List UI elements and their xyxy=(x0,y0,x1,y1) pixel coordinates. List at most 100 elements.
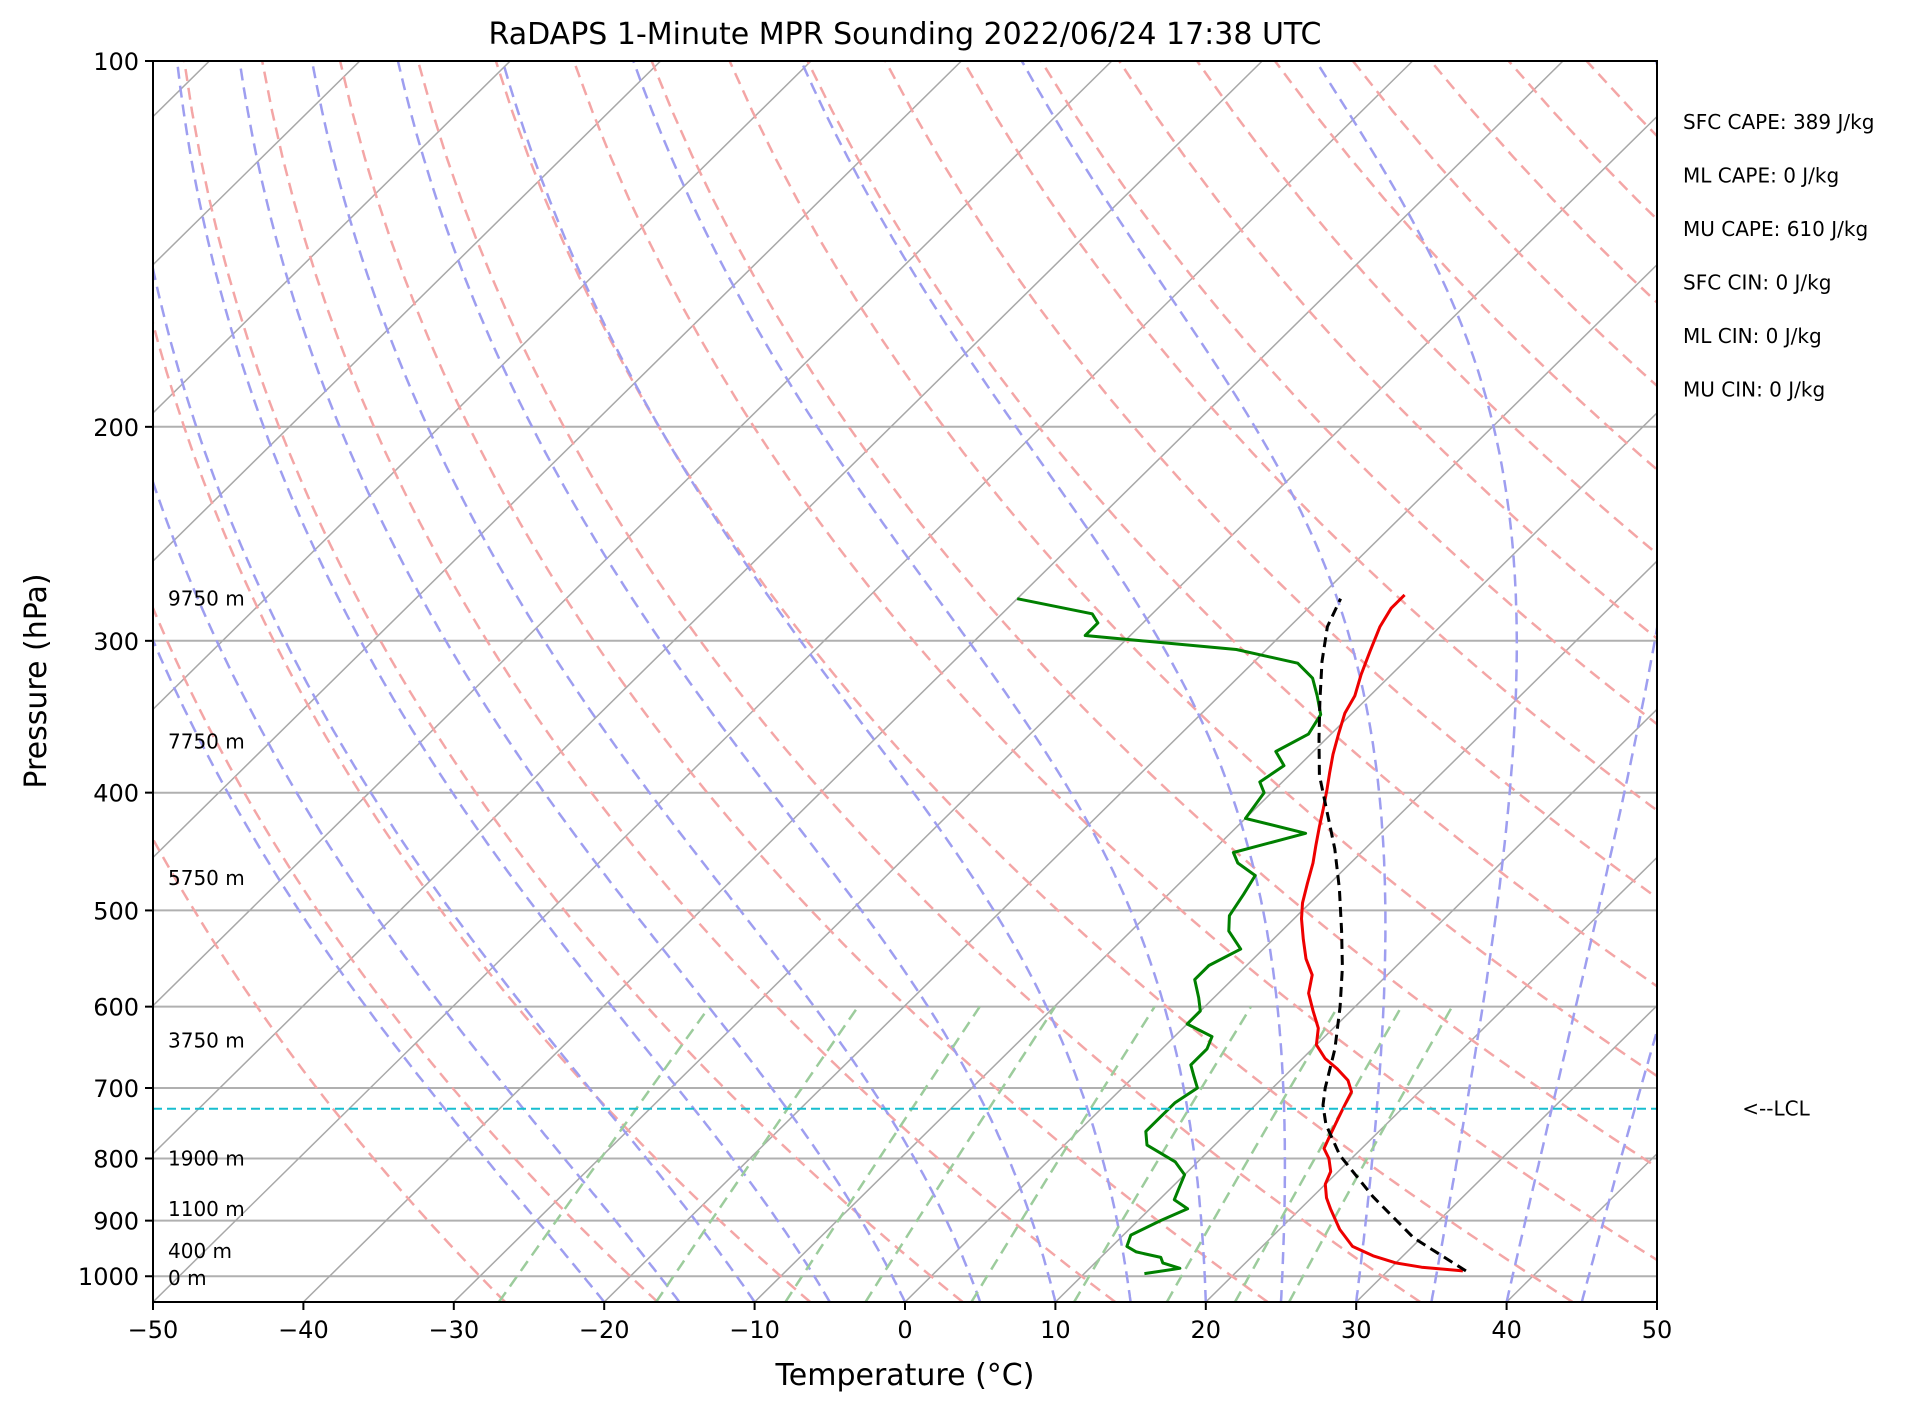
x-axis-label: Temperature (°C) xyxy=(775,1358,1035,1393)
moist-adiabat xyxy=(175,61,831,1302)
indices-panel: SFC CAPE: 389 J/kg ML CAPE: 0 J/kg MU CAPE… xyxy=(1683,110,1874,402)
x-tick-label: −30 xyxy=(428,1316,479,1344)
dewpoint-line xyxy=(1016,597,1323,1276)
y-tick-label: 800 xyxy=(93,1145,139,1173)
mixing-ratio-line xyxy=(1287,1005,1454,1302)
index-text: ML CAPE: 0 J/kg xyxy=(1683,164,1839,188)
isotherm-line xyxy=(153,61,511,414)
isotherm-line xyxy=(153,61,962,859)
isotherm-line xyxy=(153,61,1414,1302)
lcl-layer: <--LCL xyxy=(153,1097,1811,1121)
index-text: MU CAPE: 610 J/kg xyxy=(1683,217,1868,241)
mixing-ratio-line xyxy=(497,1005,711,1302)
height-label: 1900 m xyxy=(168,1147,245,1171)
mixing-ratio-line xyxy=(970,1005,1156,1302)
isotherm-line xyxy=(453,115,1657,1302)
moist-adiabat xyxy=(153,637,606,1302)
moist-adiabat xyxy=(153,478,681,1302)
x-tick-label: −50 xyxy=(128,1316,179,1344)
chart-title: RaDAPS 1-Minute MPR Sounding 2022/06/24 … xyxy=(489,17,1322,52)
dry-adiabat xyxy=(153,836,506,1302)
x-tick-label: 10 xyxy=(1040,1316,1071,1344)
dry-adiabat xyxy=(962,61,1657,812)
mixing-ratio-line xyxy=(1165,1005,1339,1302)
dry-adiabat xyxy=(1040,61,1657,726)
mixing-ratio-line xyxy=(1073,1005,1253,1302)
x-tick-label: 0 xyxy=(897,1316,912,1344)
plot-frame xyxy=(152,60,1658,1303)
y-axis-label: Pressure (hPa) xyxy=(19,573,54,788)
index-text: SFC CAPE: 389 J/kg xyxy=(1683,110,1874,134)
moist-adiabat xyxy=(632,61,1208,1302)
dry-adiabat xyxy=(494,61,1574,1302)
lcl-label: <--LCL xyxy=(1742,1097,1810,1121)
mixing-ratio-line xyxy=(784,1005,981,1302)
isotherm-line xyxy=(153,61,1113,1007)
x-tick-label: −40 xyxy=(278,1316,329,1344)
dry-adiabat xyxy=(153,318,812,1302)
isotherm-line xyxy=(153,61,662,563)
index-text: SFC CIN: 0 J/kg xyxy=(1683,271,1831,295)
temperature-line xyxy=(1300,593,1464,1273)
series-lines xyxy=(1016,593,1467,1276)
dry-adiabat xyxy=(183,61,964,1302)
y-tick-label: 100 xyxy=(93,48,139,76)
moist-adiabat xyxy=(238,61,907,1302)
height-label: 9750 m xyxy=(168,587,245,611)
isotherm-line xyxy=(1205,856,1657,1302)
isotherm-line xyxy=(603,263,1657,1302)
y-tick-label: 600 xyxy=(93,994,139,1022)
mixing-ratio-line xyxy=(864,1005,1057,1302)
height-label: 400 m xyxy=(168,1239,232,1263)
height-label: 3750 m xyxy=(168,1029,245,1053)
mixing-ratio-line xyxy=(1233,1005,1403,1302)
y-tick-label: 900 xyxy=(93,1208,139,1236)
dry-adiabat xyxy=(1429,61,1657,305)
moist-adiabat xyxy=(310,61,982,1302)
dry-adiabat xyxy=(416,61,1421,1302)
dry-adiabat xyxy=(1820,61,1911,1302)
x-axis: −50 −40 −30 −20 −10 0 10 20 30 40 50 xyxy=(128,1302,1673,1344)
isotherm-line xyxy=(1506,1152,1657,1302)
x-tick-label: 30 xyxy=(1341,1316,1372,1344)
moist-adiabat xyxy=(501,61,1132,1302)
height-label: 7750 m xyxy=(168,729,245,753)
moist-adiabat xyxy=(1314,61,1519,1302)
height-label: 5750 m xyxy=(168,866,245,890)
y-tick-label: 700 xyxy=(93,1075,139,1103)
isotherm-line xyxy=(302,61,1564,1302)
x-tick-label: 50 xyxy=(1642,1316,1673,1344)
height-labels: 9750 m 7750 m 5750 m 3750 m 1900 m 1100 m 400 … xyxy=(168,587,245,1290)
background-lines xyxy=(153,61,1911,1302)
dry-adiabat xyxy=(1273,61,1657,472)
height-label: 0 m xyxy=(168,1266,207,1290)
dry-adiabat xyxy=(884,61,1657,900)
moist-adiabat xyxy=(1505,61,1657,1302)
moist-adiabat xyxy=(153,263,756,1302)
index-text: ML CIN: 0 J/kg xyxy=(1683,324,1822,348)
y-tick-label: 500 xyxy=(93,897,139,925)
height-label: 1100 m xyxy=(168,1197,245,1221)
isotherm-line xyxy=(1355,1004,1657,1302)
dry-adiabat xyxy=(1507,61,1657,221)
y-tick-label: 1000 xyxy=(78,1263,139,1291)
y-tick-label: 300 xyxy=(93,628,139,656)
y-tick-label: 200 xyxy=(93,414,139,442)
moist-adiabat xyxy=(1020,61,1387,1302)
x-tick-label: −10 xyxy=(729,1316,780,1344)
parcel-path-line xyxy=(1317,598,1467,1273)
dry-adiabat xyxy=(572,61,1657,1262)
y-tick-label: 400 xyxy=(93,780,139,808)
isotherm-line xyxy=(904,560,1657,1302)
dry-adiabat xyxy=(260,61,1116,1302)
dry-adiabat xyxy=(338,61,1269,1302)
dry-adiabat xyxy=(650,61,1657,1169)
isotherm-line xyxy=(153,61,1263,1155)
moist-adiabat xyxy=(799,61,1287,1302)
moist-adiabat xyxy=(396,61,1057,1302)
mixing-ratio-line xyxy=(655,1005,860,1302)
x-tick-label: 40 xyxy=(1491,1316,1522,1344)
isotherm-line xyxy=(153,61,812,711)
x-tick-label: −20 xyxy=(579,1316,630,1344)
